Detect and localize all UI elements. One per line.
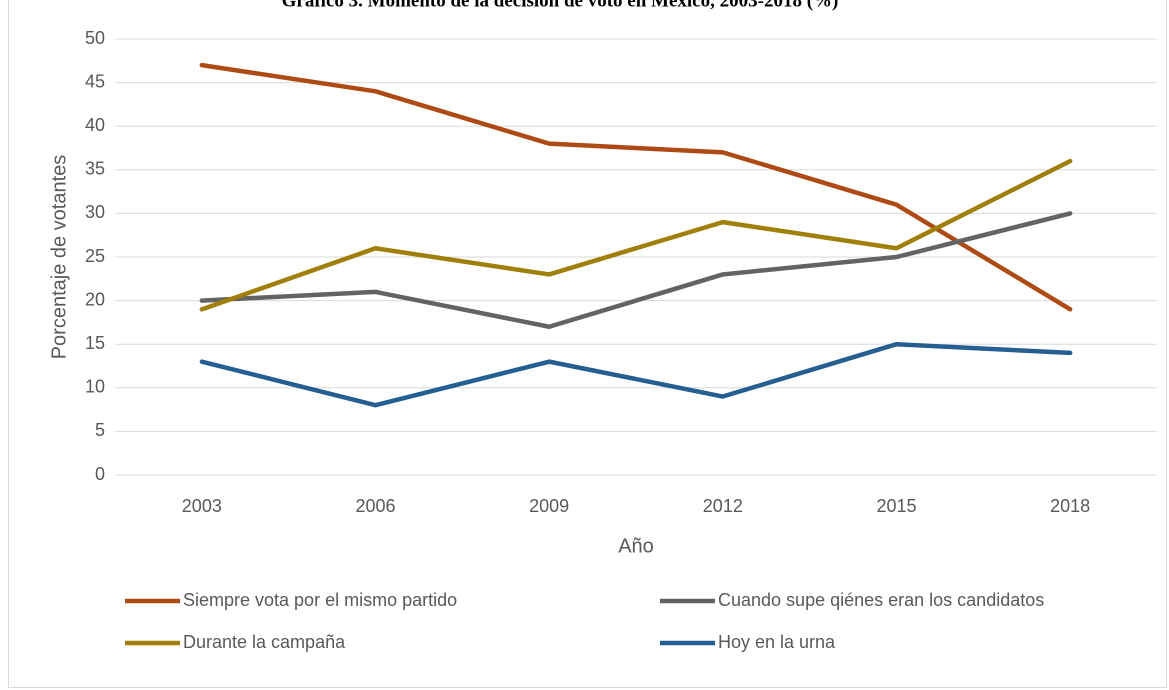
chart-title: Gráfico 3. Momento de la decisión de vot… — [282, 0, 839, 11]
legend-label: Siempre vota por el mismo partido — [183, 590, 457, 610]
x-tick-label: 2003 — [182, 496, 222, 516]
series-line — [199, 211, 1073, 330]
series-line — [199, 62, 1073, 312]
legend-label: Durante la campaña — [183, 632, 346, 652]
x-tick-label: 2006 — [355, 496, 395, 516]
y-tick-label: 45 — [85, 71, 105, 91]
x-tick-label: 2012 — [703, 496, 743, 516]
x-tick-label: 2009 — [529, 496, 569, 516]
x-axis-title: Año — [618, 535, 654, 557]
y-tick-label: 20 — [85, 289, 105, 309]
x-tick-label: 2015 — [876, 496, 916, 516]
y-tick-label: 50 — [85, 28, 105, 48]
y-tick-label: 25 — [85, 246, 105, 266]
y-tick-label: 15 — [85, 333, 105, 353]
legend-label: Hoy en la urna — [718, 632, 836, 652]
x-tick-label: 2018 — [1050, 496, 1090, 516]
series-line — [199, 158, 1073, 312]
series-line — [199, 341, 1073, 408]
chart-border — [8, 0, 1167, 688]
y-tick-label: 0 — [95, 464, 105, 484]
legend-label: Cuando supe qiénes eran los candidatos — [718, 590, 1044, 610]
y-tick-label: 5 — [95, 420, 105, 440]
y-tick-label: 10 — [85, 377, 105, 397]
y-axis-title: Porcentaje de votantes — [48, 155, 70, 360]
y-tick-label: 35 — [85, 159, 105, 179]
y-tick-label: 30 — [85, 202, 105, 222]
y-tick-label: 40 — [85, 115, 105, 135]
